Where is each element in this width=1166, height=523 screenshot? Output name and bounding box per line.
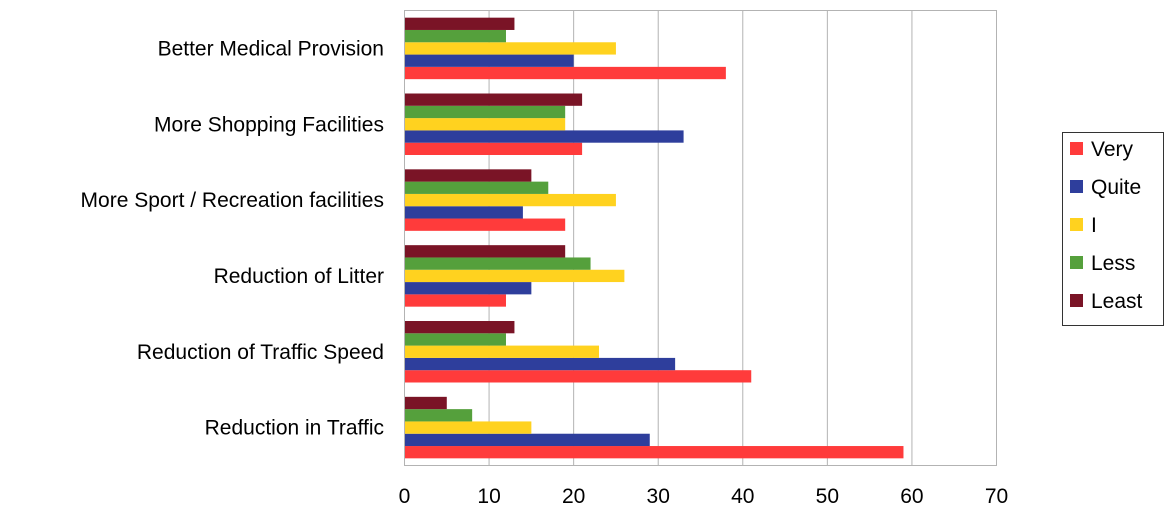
category-label: Reduction of Traffic Speed <box>137 341 384 364</box>
legend: Very Quite I Less Least <box>1062 132 1164 326</box>
bar-very <box>404 142 583 155</box>
category-label: Better Medical Provision <box>158 37 384 60</box>
x-tick-label: 50 <box>816 485 839 508</box>
bar-very <box>404 66 726 80</box>
bar-less <box>404 29 506 43</box>
bar-i <box>404 42 616 55</box>
bar-quite <box>404 206 523 219</box>
bar-quite <box>404 54 574 67</box>
category-labels: Better Medical Provision More Shopping Fa… <box>81 37 384 439</box>
legend-label-i: I <box>1091 214 1097 237</box>
bar-least <box>404 245 566 258</box>
bar-less <box>404 257 591 270</box>
bar-very <box>404 218 566 231</box>
legend-label-quite: Quite <box>1091 176 1141 199</box>
bar-quite <box>404 357 676 371</box>
bar-i <box>404 118 566 131</box>
bar-less <box>404 333 506 346</box>
bar-least <box>404 321 515 334</box>
bar-least <box>404 169 532 182</box>
category-label: Reduction of Litter <box>214 265 384 288</box>
category-label: Reduction in Traffic <box>205 417 384 440</box>
x-tick-label: 70 <box>985 485 1008 508</box>
legend-swatch-less <box>1070 256 1083 269</box>
x-tick-label: 60 <box>900 485 923 508</box>
legend-swatch-very <box>1070 142 1083 155</box>
bar-less <box>404 105 566 119</box>
legend-label-very: Very <box>1091 138 1134 161</box>
x-tick-label: 0 <box>399 485 411 508</box>
bar-least <box>404 93 583 106</box>
bar-least <box>404 396 447 410</box>
x-tick-label: 20 <box>562 485 585 508</box>
bar-very <box>404 294 506 307</box>
bar-less <box>404 409 473 422</box>
bar-i <box>404 269 625 283</box>
bar-quite <box>404 130 684 143</box>
bar-i <box>404 345 600 358</box>
x-tick-label: 30 <box>647 485 670 508</box>
plot-frame <box>404 10 997 466</box>
legend-swatch-quite <box>1070 180 1083 193</box>
legend-label-least: Least <box>1091 290 1143 313</box>
gridlines <box>488 10 913 466</box>
bars <box>404 17 904 459</box>
legend-label-less: Less <box>1091 252 1135 275</box>
x-tick-label: 40 <box>731 485 754 508</box>
x-tick-label: 10 <box>477 485 500 508</box>
legend-swatch-i <box>1070 218 1083 231</box>
bar-less <box>404 181 549 194</box>
bar-i <box>404 421 532 434</box>
bar-i <box>404 193 616 207</box>
x-tick-labels: 0 10 20 30 40 50 60 70 <box>399 485 1009 508</box>
bar-quite <box>404 433 650 447</box>
legend-swatch-least <box>1070 294 1083 307</box>
bar-very <box>404 370 752 383</box>
category-label: More Sport / Recreation facilities <box>81 189 384 212</box>
bar-quite <box>404 282 532 295</box>
category-label: More Shopping Facilities <box>154 113 384 136</box>
bar-very <box>404 446 904 459</box>
bar-least <box>404 17 515 30</box>
